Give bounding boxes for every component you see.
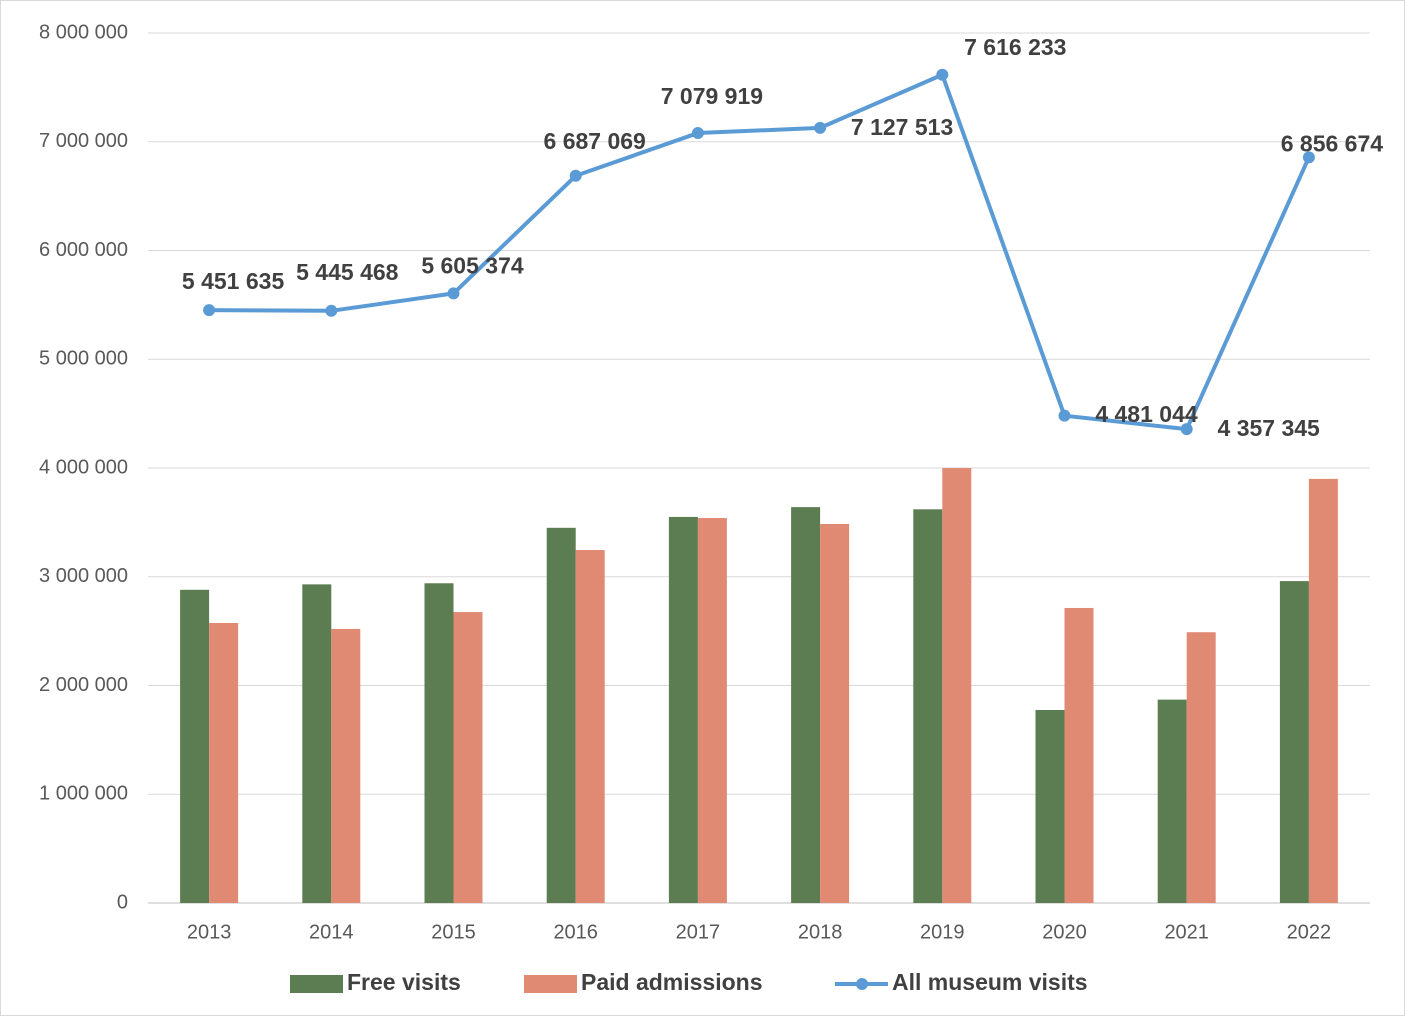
line-marker xyxy=(447,287,460,300)
data-label: 7 127 513 xyxy=(851,114,953,140)
y-tick-label: 1 000 000 xyxy=(39,783,128,805)
line-marker xyxy=(1058,409,1071,422)
x-tick-label: 2020 xyxy=(1042,921,1087,943)
legend-swatch xyxy=(524,975,577,993)
data-label: 7 616 233 xyxy=(964,34,1066,60)
bar xyxy=(331,628,361,903)
legend-label: Free visits xyxy=(347,969,461,995)
bar xyxy=(1064,607,1094,903)
x-tick-label: 2015 xyxy=(431,921,476,943)
line-marker xyxy=(325,304,338,317)
line-marker xyxy=(1180,423,1193,436)
line-marker xyxy=(936,68,949,81)
bar xyxy=(209,622,239,903)
bar xyxy=(942,468,972,903)
bar xyxy=(820,524,850,903)
legend-label: Paid admissions xyxy=(581,969,763,995)
y-tick-label: 4 000 000 xyxy=(39,456,128,478)
line xyxy=(209,72,1311,432)
legend-swatch xyxy=(290,975,343,993)
y-tick-label: 7 000 000 xyxy=(39,130,128,152)
x-tick-label: 2022 xyxy=(1287,921,1332,943)
x-tick-label: 2018 xyxy=(798,921,843,943)
data-label: 5 445 468 xyxy=(296,259,399,285)
line-marker xyxy=(1302,151,1315,164)
x-tick-label: 2013 xyxy=(187,921,232,943)
line-marker xyxy=(203,304,216,317)
data-label: 5 605 374 xyxy=(421,252,524,278)
line-marker xyxy=(569,169,582,182)
data-label: 6 687 069 xyxy=(544,128,646,154)
data-label: 4 481 044 xyxy=(1095,401,1198,427)
bar xyxy=(1035,709,1065,903)
bar xyxy=(913,509,943,903)
legend-label: All museum visits xyxy=(892,969,1088,995)
data-label: 4 357 345 xyxy=(1218,415,1321,441)
bar xyxy=(546,527,576,903)
y-tick-label: 6 000 000 xyxy=(39,239,128,261)
bar xyxy=(424,583,454,903)
x-tick-label: 2017 xyxy=(676,921,721,943)
legend-swatch xyxy=(856,978,868,990)
y-tick-label: 2 000 000 xyxy=(39,674,128,696)
x-tick-label: 2016 xyxy=(553,921,598,943)
bar xyxy=(1308,478,1338,903)
x-tick-label: 2019 xyxy=(920,921,965,943)
y-tick-label: 3 000 000 xyxy=(39,565,128,587)
line-marker xyxy=(814,121,827,134)
bar xyxy=(1279,581,1309,903)
y-tick-label: 8 000 000 xyxy=(39,21,128,43)
x-tick-label: 2014 xyxy=(309,921,354,943)
x-tick-label: 2021 xyxy=(1164,921,1209,943)
bar xyxy=(453,612,483,903)
data-label: 5 451 635 xyxy=(182,268,285,294)
bar xyxy=(302,584,332,903)
y-tick-label: 0 xyxy=(117,891,128,913)
bar xyxy=(791,507,821,903)
bar xyxy=(575,549,605,903)
line-marker xyxy=(691,127,704,140)
bar xyxy=(1186,632,1216,903)
y-tick-label: 5 000 000 xyxy=(39,348,128,370)
bar xyxy=(697,518,727,903)
data-label: 7 079 919 xyxy=(661,83,763,109)
bar xyxy=(180,589,210,903)
data-label: 6 856 674 xyxy=(1281,130,1384,156)
bar xyxy=(1157,699,1187,903)
bar xyxy=(668,516,698,903)
